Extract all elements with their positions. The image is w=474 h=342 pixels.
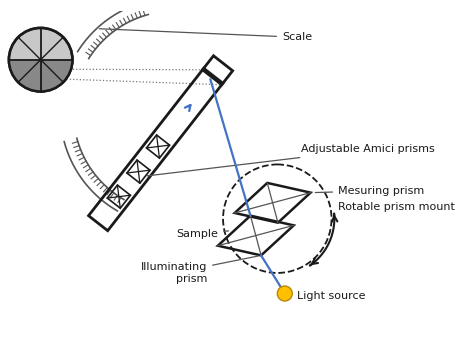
Text: Adjustable Amici prisms: Adjustable Amici prisms	[147, 144, 435, 176]
Text: Light source: Light source	[297, 291, 365, 301]
Text: Mesuring prism: Mesuring prism	[315, 186, 424, 196]
Circle shape	[277, 286, 292, 301]
Circle shape	[9, 28, 73, 92]
Text: Sample: Sample	[176, 229, 228, 239]
Text: Scale: Scale	[100, 29, 312, 42]
Wedge shape	[9, 60, 73, 92]
Text: Rotable prism mount: Rotable prism mount	[338, 202, 455, 212]
Text: Illuminating
prism: Illuminating prism	[141, 256, 258, 284]
